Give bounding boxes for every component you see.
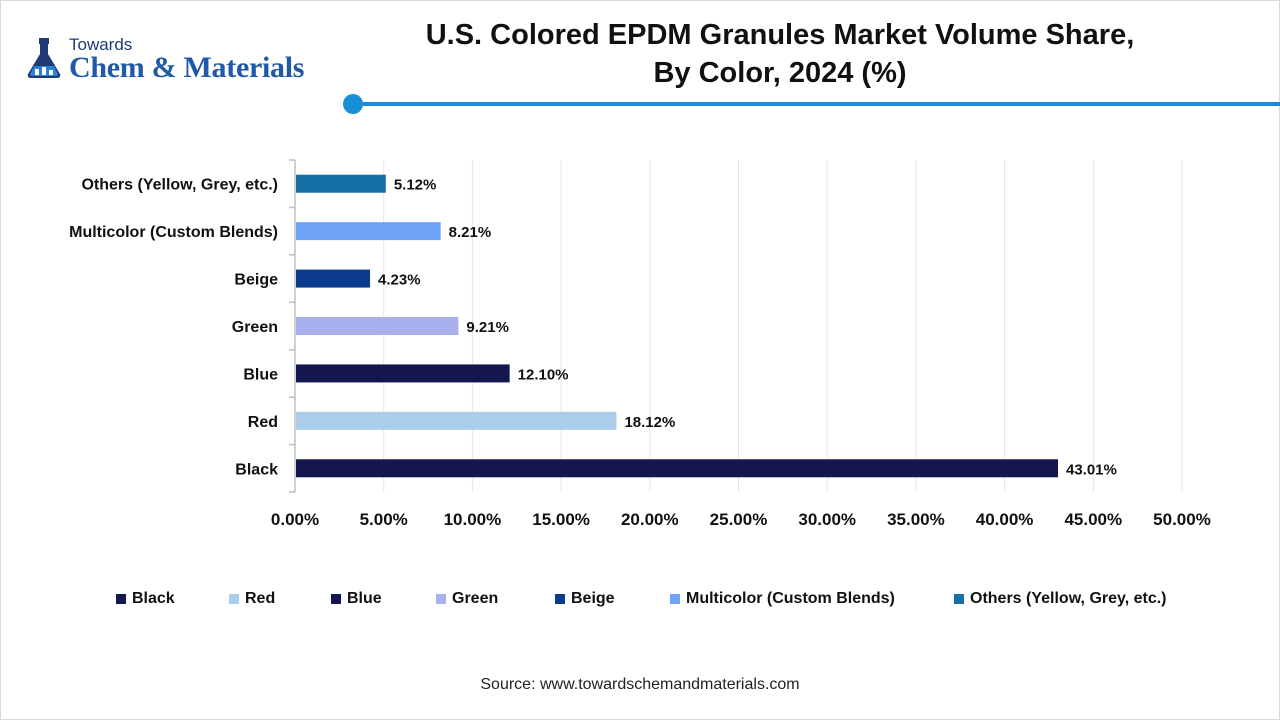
bar-6 — [296, 174, 386, 193]
legend-swatch-1 — [229, 594, 239, 604]
legend-swatch-6 — [954, 594, 964, 604]
data-label-2: 12.10% — [518, 366, 569, 383]
category-label-0: Black — [235, 461, 278, 478]
data-label-0: 43.01% — [1066, 461, 1117, 478]
bar-4 — [296, 269, 371, 288]
data-label-6: 5.12% — [394, 177, 437, 194]
x-tick-label-7: 35.00% — [887, 510, 945, 529]
chart-title-line-1: U.S. Colored EPDM Granules Market Volume… — [425, 19, 1135, 51]
chart-title-line-2: By Color, 2024 (%) — [653, 57, 907, 89]
legend-label-0: Black — [132, 590, 175, 607]
x-tick-label-4: 20.00% — [621, 510, 679, 529]
legend-item-5: Multicolor (Custom Blends) — [670, 590, 895, 608]
source-note: Source: www.towardschemandmaterials.com — [480, 676, 800, 693]
bar-1 — [296, 411, 617, 430]
chart-legend: Black Red Blue Green Beige Multicolor (Custom… — [0, 590, 1280, 614]
category-label-1: Red — [248, 414, 278, 431]
x-tick-label-6: 30.00% — [798, 510, 856, 529]
bar-5 — [296, 222, 441, 241]
chart-title: U.S. Colored EPDM Granules Market Volume… — [380, 16, 1180, 92]
brand-main-text: Chem & Materials — [69, 51, 305, 84]
legend-swatch-3 — [436, 594, 446, 604]
x-tick-label-3: 15.00% — [532, 510, 590, 529]
category-label-5: Multicolor (Custom Blends) — [69, 224, 278, 241]
x-tick-label-10: 50.00% — [1153, 510, 1211, 529]
legend-swatch-2 — [331, 594, 341, 604]
data-label-1: 18.12% — [624, 414, 675, 431]
category-label-2: Blue — [243, 366, 278, 383]
legend-label-5: Multicolor (Custom Blends) — [686, 590, 895, 607]
legend-item-2: Blue — [331, 590, 382, 608]
data-label-5: 8.21% — [449, 224, 492, 241]
flask-icon — [27, 38, 61, 78]
category-label-4: Beige — [234, 272, 278, 289]
category-label-3: Green — [232, 319, 278, 336]
divider-line — [360, 102, 1280, 106]
x-tick-label-2: 10.00% — [444, 510, 502, 529]
x-tick-label-8: 40.00% — [976, 510, 1034, 529]
data-label-3: 9.21% — [466, 319, 509, 336]
legend-swatch-5 — [670, 594, 680, 604]
legend-label-4: Beige — [571, 590, 615, 607]
divider-dot — [343, 94, 363, 114]
x-tick-label-0: 0.00% — [271, 510, 319, 529]
legend-swatch-4 — [555, 594, 565, 604]
legend-label-3: Green — [452, 590, 499, 607]
legend-item-6: Others (Yellow, Grey, etc.) — [954, 590, 1167, 608]
data-label-4: 4.23% — [378, 272, 421, 289]
legend-item-4: Beige — [555, 590, 615, 608]
bar-0 — [296, 459, 1058, 478]
legend-label-1: Red — [245, 590, 276, 607]
legend-label-6: Others (Yellow, Grey, etc.) — [970, 590, 1167, 607]
x-tick-label-1: 5.00% — [360, 510, 408, 529]
brand-logo: Towards Chem & Materials — [22, 34, 342, 90]
category-label-6: Others (Yellow, Grey, etc.) — [81, 177, 278, 194]
x-tick-label-5: 25.00% — [710, 510, 768, 529]
bar-3 — [296, 317, 459, 335]
legend-item-3: Green — [436, 590, 498, 608]
x-tick-label-9: 45.00% — [1064, 510, 1122, 529]
legend-item-0: Black — [116, 590, 175, 608]
brand-top-text: Towards — [69, 35, 133, 54]
bar-2 — [296, 364, 510, 383]
legend-item-1: Red — [229, 590, 275, 608]
legend-swatch-0 — [116, 594, 126, 604]
legend-label-2: Blue — [347, 590, 382, 607]
